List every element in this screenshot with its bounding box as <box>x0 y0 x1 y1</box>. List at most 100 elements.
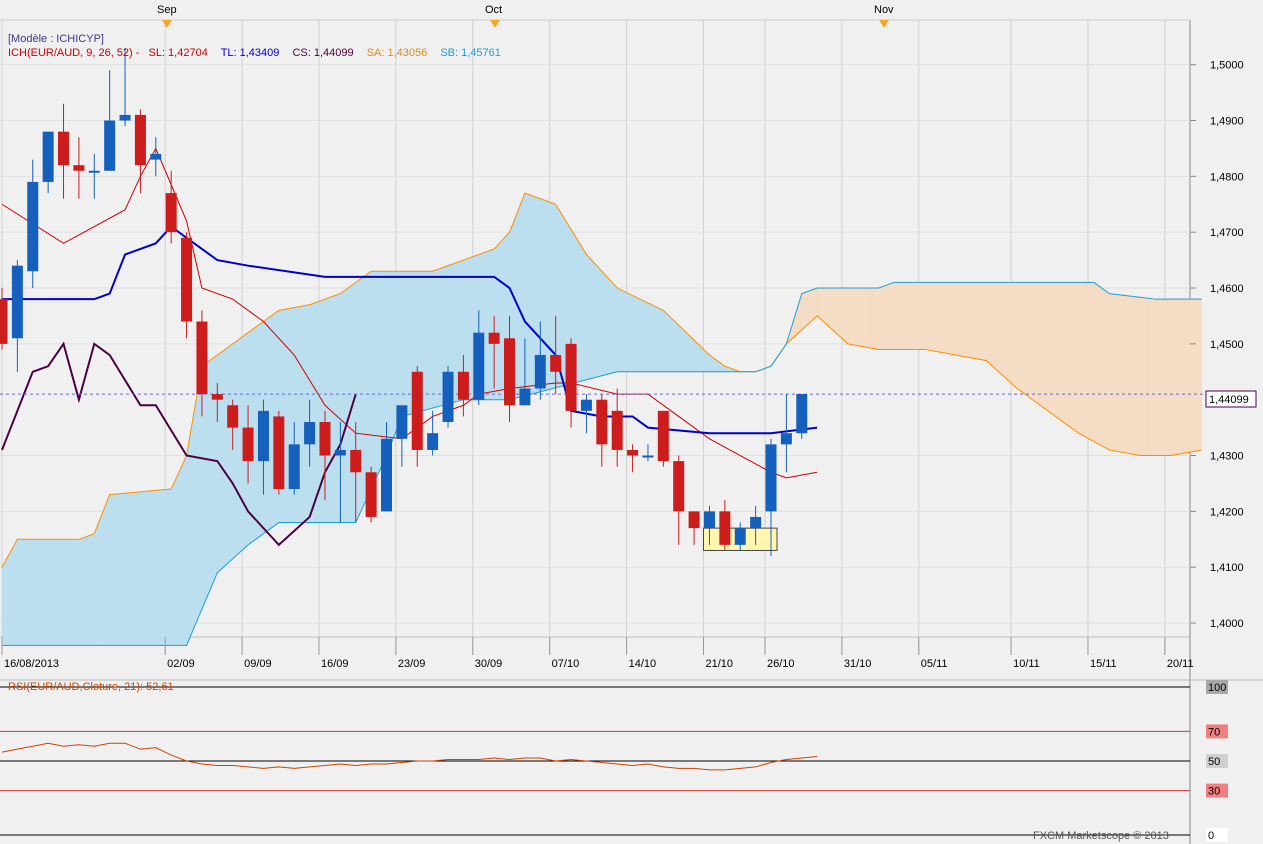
candle-body <box>780 433 792 445</box>
cloud-segment <box>117 492 126 646</box>
rsi-level-label: 0 <box>1208 830 1214 842</box>
cloud-segment <box>1009 282 1018 390</box>
month-label: Oct <box>485 4 502 16</box>
rsi-level-box <box>1206 828 1228 842</box>
cloud-segment <box>855 287 864 348</box>
cloud-segment <box>870 287 879 350</box>
cloud-segment <box>1047 282 1056 418</box>
y-tick-label: 1,4800 <box>1210 171 1244 183</box>
rsi-label: RSI(EUR/AUD,Cloture, 21): 52,61 <box>8 681 174 693</box>
candle-body <box>411 371 423 450</box>
cloud-segment <box>63 538 72 646</box>
cloud-segment <box>124 492 134 646</box>
sa-label: SA: 1,43056 <box>367 47 428 59</box>
cloud-segment <box>178 455 187 646</box>
cloud-segment <box>862 287 872 349</box>
model-label: [Modèle : ICHICYP] <box>8 33 104 45</box>
cloud-segment <box>624 291 633 373</box>
cloud-segment <box>424 270 433 411</box>
x-tick-label: 15/11 <box>1090 658 1117 670</box>
month-marker <box>162 20 172 28</box>
cloud-segment <box>1147 297 1156 456</box>
cloud-segment <box>1170 298 1179 456</box>
cloud-segment <box>578 240 587 383</box>
current-price-box <box>1205 390 1257 408</box>
cloud-segment <box>916 282 926 350</box>
cloud-segment <box>1124 295 1133 455</box>
candle-body <box>165 193 177 233</box>
cloud-segment <box>224 343 233 567</box>
month-marker <box>879 20 889 28</box>
sb-label: SB: 1,45761 <box>440 47 501 59</box>
x-tick-label: 30/09 <box>475 658 503 670</box>
cloud-segment <box>332 293 341 523</box>
senkou-a-line <box>1 192 1202 568</box>
cloud-segment <box>1162 298 1172 456</box>
chikou-line <box>1 341 357 547</box>
cloud-segment <box>355 276 364 523</box>
rsi-level-box <box>1206 754 1228 768</box>
candle-body <box>104 120 116 171</box>
cloud-segment <box>978 282 987 361</box>
candle-body <box>580 399 592 411</box>
cloud-segment <box>1 553 10 646</box>
candle-body <box>734 528 746 545</box>
cloud-segment <box>847 287 856 346</box>
cloud-segment <box>432 268 441 409</box>
cloud-segment <box>647 302 656 373</box>
candle-body <box>396 405 408 439</box>
cloud-segment <box>1016 282 1026 395</box>
x-tick-label: 14/10 <box>629 658 657 670</box>
rsi-level-label: 30 <box>1208 786 1220 798</box>
candle-body <box>673 461 685 512</box>
candle-body <box>719 511 731 545</box>
candle-body <box>457 371 469 400</box>
cloud-segment <box>1078 282 1087 438</box>
cloud-segment <box>609 278 618 375</box>
y-tick-label: 1,4200 <box>1210 506 1244 518</box>
cloud-segment <box>78 536 87 646</box>
cloud-segment <box>909 282 918 350</box>
candle-body <box>42 131 54 182</box>
candle-body <box>688 511 700 529</box>
cloud-segment <box>901 282 910 350</box>
candle-body <box>58 131 70 166</box>
month-label: Sep <box>157 4 177 16</box>
cloud-segment <box>40 538 49 646</box>
cloud-segment <box>1116 294 1126 454</box>
candle-body <box>304 422 316 445</box>
kijun-line <box>2 225 818 435</box>
cloud-segment <box>93 514 103 646</box>
y-tick-label: 1,4300 <box>1210 451 1244 463</box>
axis-ticks: 16/08/2013 02/09 09/09 16/09 23/09 30/09 07/10… <box>1 4 1244 670</box>
candle-body <box>273 416 285 490</box>
cloud-segment <box>32 538 41 646</box>
cloud-segment <box>955 282 964 357</box>
candle-body <box>565 343 577 411</box>
candle-body <box>150 154 162 160</box>
candle-body <box>642 455 654 458</box>
cloud-segment <box>155 489 164 646</box>
x-tick-label: 20/11 <box>1167 658 1194 670</box>
cloud-segment <box>663 309 672 373</box>
cloud-segment <box>109 493 118 646</box>
candle-body <box>427 433 439 450</box>
cloud-segment <box>340 287 349 523</box>
candle-body <box>442 371 454 423</box>
candle-body <box>488 332 500 344</box>
candle-body <box>27 181 39 272</box>
cloud-segment <box>201 360 210 610</box>
cloud-segment <box>101 494 110 646</box>
cloud-segment <box>1101 287 1110 451</box>
cloud-segment <box>632 294 641 373</box>
candle-body <box>519 388 531 406</box>
cloud-segment <box>301 304 310 523</box>
cloud-segment <box>970 282 979 360</box>
cloud-segment <box>209 354 218 592</box>
candle-body <box>657 410 669 462</box>
candle-body <box>365 472 377 517</box>
cloud-segment <box>593 262 603 379</box>
cloud-segment <box>1093 281 1102 447</box>
cloud-segment <box>370 270 380 490</box>
candle-body <box>504 338 516 406</box>
